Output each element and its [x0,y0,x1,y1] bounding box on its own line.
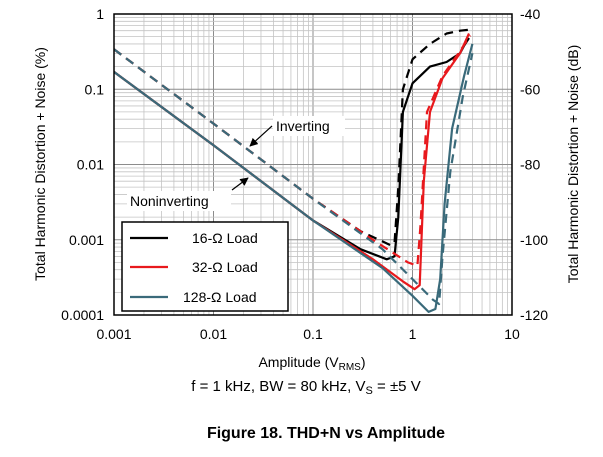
legend-label-128: 128-Ω Load [183,289,257,305]
x-tick-label: 0.01 [200,326,227,342]
x-tick-label: 0.001 [96,326,131,342]
annotation-inverting-label: Inverting [276,118,330,134]
y-tick-label: 0.1 [85,81,105,97]
tick-labels: 0.001 0.01 0.1 1 10 0.0001 0.001 0.01 0.1 1 -120 -1… [61,6,548,342]
figure-title: Figure 18. THD+N vs Amplitude [207,425,445,442]
annotation-inverting-arrow [249,125,273,147]
annotation-inverting: Inverting [249,116,345,147]
series-layer [114,28,474,313]
annotation-noninverting-label: Noninverting [130,193,209,209]
condition-caption-a: f = 1 kHz, BW = 80 kHz, V [191,378,365,395]
annotation-noninverting-bg [127,191,231,211]
legend-label-16: 16-Ω Load [192,230,258,246]
y-axis-title-right: Total Harmonic Distortion + Noise (dB) [565,45,581,283]
annotation-inverting-bg [273,116,345,136]
plot-frame [113,13,513,316]
y-right-tick-label: -40 [520,6,540,22]
y-axis-title: Total Harmonic Distortion + Noise (%) [32,47,48,281]
series-line [114,48,474,306]
y-right-tick-label: -100 [520,232,548,248]
x-axis-title-sub: RMS [339,362,362,373]
condition-caption-sub: S [366,385,373,397]
y-tick-label: 1 [96,6,104,22]
x-tick-label: 10 [504,326,520,342]
series-line [114,34,472,267]
legend-label-32: 32-Ω Load [192,259,258,275]
series-line [114,28,471,247]
y-tick-label: 0.001 [69,232,104,248]
x-axis-title: Amplitude (VRMS) [258,354,365,373]
series-line [114,43,474,313]
y-right-tick-label: -60 [520,81,540,97]
legend: 16-Ω Load 32-Ω Load 128-Ω Load [121,221,289,312]
condition-caption: f = 1 kHz, BW = 80 kHz, VS = ±5 V [191,378,420,397]
annotation-noninverting-arrow [231,177,249,191]
x-tick-label: 0.1 [303,326,323,342]
x-axis-title-end: ) [361,354,366,370]
y-tick-label: 0.01 [77,157,104,173]
y-right-tick-label: -120 [520,307,548,323]
y-tick-label: 0.0001 [61,307,104,323]
annotation-noninverting: Noninverting [127,177,249,211]
y-right-tick-label: -80 [520,157,540,173]
condition-caption-b: = ±5 V [373,378,421,395]
x-axis-title-main: Amplitude (V [258,354,339,370]
x-tick-label: 1 [409,326,417,342]
